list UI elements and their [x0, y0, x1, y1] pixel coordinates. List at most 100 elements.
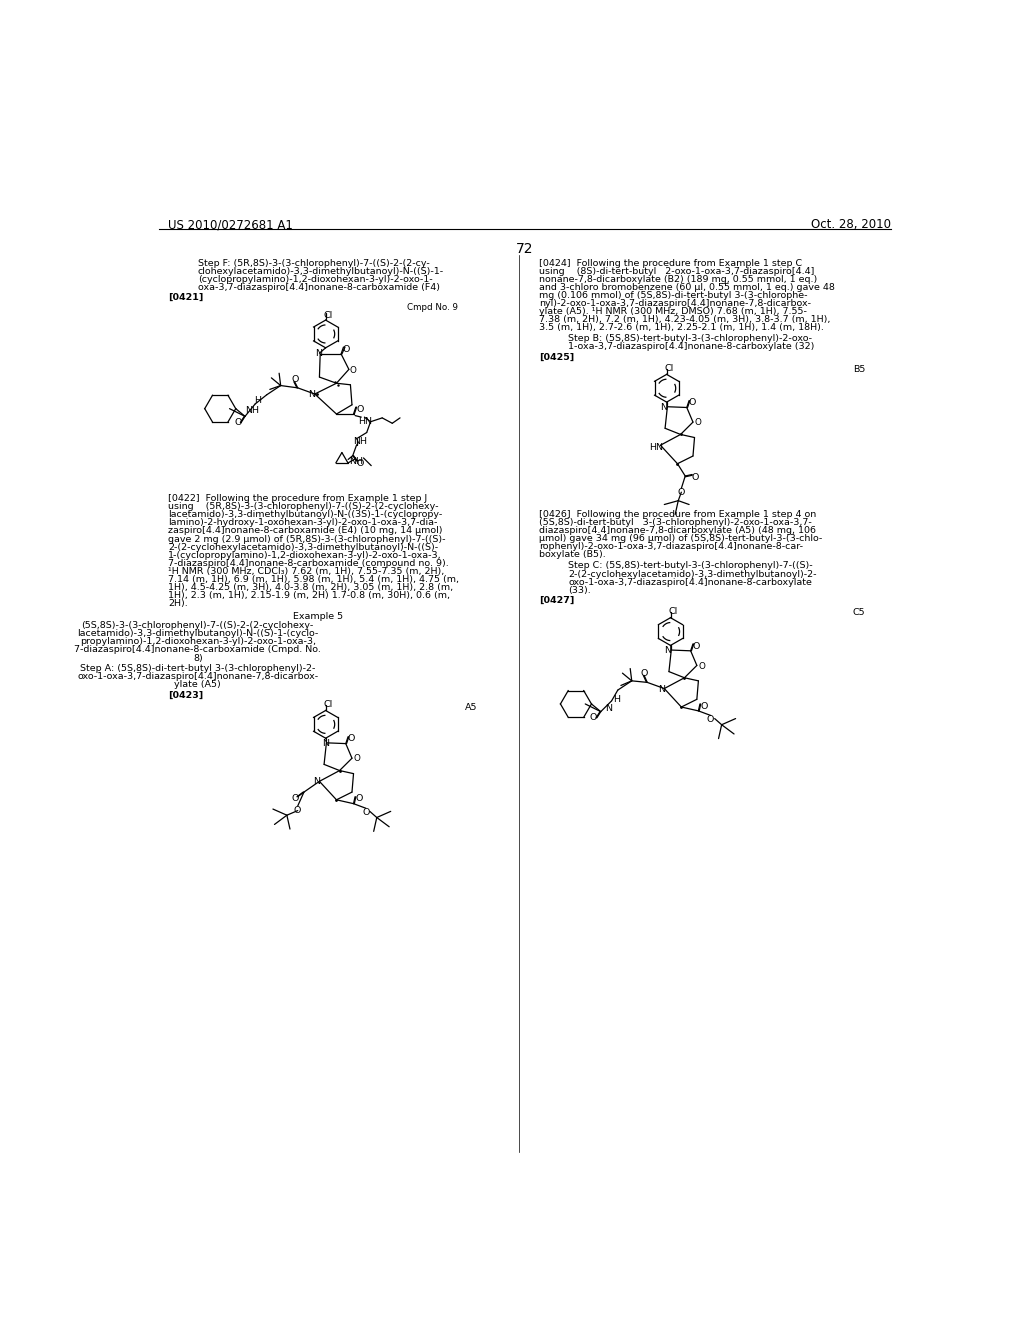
Text: propylamino)-1,2-dioxohexan-3-yl)-2-oxo-1-oxa-3,: propylamino)-1,2-dioxohexan-3-yl)-2-oxo-… [80, 638, 315, 647]
Text: Step B: (5S,8S)-tert-butyl-3-(3-chlorophenyl)-2-oxo-: Step B: (5S,8S)-tert-butyl-3-(3-chloroph… [568, 334, 812, 343]
Text: using    (8S)-di-tert-butyl   2-oxo-1-oxa-3,7-diazaspiro[4.4]: using (8S)-di-tert-butyl 2-oxo-1-oxa-3,7… [539, 267, 814, 276]
Text: Step A: (5S,8S)-di-tert-butyl 3-(3-chlorophenyl)-2-: Step A: (5S,8S)-di-tert-butyl 3-(3-chlor… [80, 664, 315, 673]
Text: O: O [293, 807, 300, 814]
Text: O: O [692, 642, 699, 651]
Text: N: N [313, 777, 321, 787]
Text: (5S,8S)-di-tert-butyl   3-(3-chlorophenyl)-2-oxo-1-oxa-3,7-: (5S,8S)-di-tert-butyl 3-(3-chlorophenyl)… [539, 517, 811, 527]
Text: N: N [658, 685, 666, 694]
Text: N: N [322, 739, 329, 748]
Text: O: O [343, 345, 350, 354]
Text: N: N [605, 704, 612, 713]
Text: [0425]: [0425] [539, 352, 574, 362]
Text: mg (0.106 mmol) of (5S,8S)-di-tert-butyl 3-(3-chlorophe-: mg (0.106 mmol) of (5S,8S)-di-tert-butyl… [539, 290, 807, 300]
Text: O: O [698, 661, 706, 671]
Text: O: O [347, 734, 354, 743]
Text: O: O [349, 366, 356, 375]
Text: 7-diazaspiro[4.4]nonane-8-carboxamide (compound no. 9).: 7-diazaspiro[4.4]nonane-8-carboxamide (c… [168, 558, 450, 568]
Text: diazaspiro[4.4]nonane-7,8-dicarboxylate (A5) (48 mg, 106: diazaspiro[4.4]nonane-7,8-dicarboxylate … [539, 527, 816, 535]
Text: A5: A5 [465, 702, 477, 711]
Text: N: N [665, 647, 672, 655]
Text: B5: B5 [853, 366, 865, 374]
Text: (33).: (33). [568, 586, 591, 595]
Text: O: O [292, 793, 299, 803]
Text: N: N [308, 391, 315, 399]
Text: 1H), 4.5-4.25 (m, 3H), 4.0-3.8 (m, 2H), 3.05 (m, 1H), 2.8 (m,: 1H), 4.5-4.25 (m, 3H), 4.0-3.8 (m, 2H), … [168, 583, 454, 593]
Text: 3.5 (m, 1H), 2.7-2.6 (m, 1H), 2.25-2.1 (m, 1H), 1.4 (m, 18H).: 3.5 (m, 1H), 2.7-2.6 (m, 1H), 2.25-2.1 (… [539, 323, 823, 333]
Text: N: N [660, 403, 668, 412]
Text: O: O [353, 755, 360, 763]
Text: NH: NH [353, 437, 368, 446]
Text: oxo-1-oxa-3,7-diazaspiro[4.4]nonane-7,8-dicarbox-: oxo-1-oxa-3,7-diazaspiro[4.4]nonane-7,8-… [77, 672, 318, 681]
Text: O: O [356, 459, 364, 469]
Text: 2-(2-cyclohexylacetamido)-3,3-dimethylbutanoyl)-N-((S)-: 2-(2-cyclohexylacetamido)-3,3-dimethylbu… [168, 543, 438, 552]
Text: 1-oxa-3,7-diazaspiro[4.4]nonane-8-carboxylate (32): 1-oxa-3,7-diazaspiro[4.4]nonane-8-carbox… [568, 342, 814, 351]
Text: gave 2 mg (2.9 μmol) of (5R,8S)-3-(3-chlorophenyl)-7-((S)-: gave 2 mg (2.9 μmol) of (5R,8S)-3-(3-chl… [168, 535, 445, 544]
Text: O: O [678, 488, 685, 498]
Text: O: O [694, 418, 701, 428]
Text: [0427]: [0427] [539, 597, 574, 605]
Text: (5S,8S)-3-(3-chlorophenyl)-7-((S)-2-(2-cyclohexy-: (5S,8S)-3-(3-chlorophenyl)-7-((S)-2-(2-c… [82, 622, 314, 630]
Text: using    (5R,8S)-3-(3-chlorophenyl)-7-((S)-2-(2-cyclohexy-: using (5R,8S)-3-(3-chlorophenyl)-7-((S)-… [168, 502, 439, 511]
Text: Step C: (5S,8S)-tert-butyl-3-(3-chlorophenyl)-7-((S)-: Step C: (5S,8S)-tert-butyl-3-(3-chloroph… [568, 561, 813, 570]
Text: clohexylacetamido)-3,3-dimethylbutanoyl)-N-((S)-1-: clohexylacetamido)-3,3-dimethylbutanoyl)… [198, 267, 443, 276]
Text: Cl: Cl [665, 363, 674, 372]
Text: O: O [590, 713, 597, 722]
Text: 7.14 (m, 1H), 6.9 (m, 1H), 5.98 (m, 1H), 5.4 (m, 1H), 4.75 (m,: 7.14 (m, 1H), 6.9 (m, 1H), 5.98 (m, 1H),… [168, 576, 460, 583]
Text: [0426]  Following the procedure from Example 1 step 4 on: [0426] Following the procedure from Exam… [539, 510, 816, 519]
Text: 7-diazaspiro[4.4]nonane-8-carboxamide (Cmpd. No.: 7-diazaspiro[4.4]nonane-8-carboxamide (C… [75, 645, 322, 655]
Text: O: O [640, 668, 647, 677]
Text: C5: C5 [853, 609, 865, 618]
Text: 1-(cyclopropylamino)-1,2-dioxohexan-3-yl)-2-oxo-1-oxa-3,: 1-(cyclopropylamino)-1,2-dioxohexan-3-yl… [168, 550, 442, 560]
Text: O: O [362, 808, 370, 817]
Text: Example 5: Example 5 [293, 612, 343, 620]
Text: O: O [707, 715, 715, 725]
Text: oxa-3,7-diazaspiro[4.4]nonane-8-carboxamide (F4): oxa-3,7-diazaspiro[4.4]nonane-8-carboxam… [198, 282, 439, 292]
Text: H: H [254, 396, 261, 405]
Text: ¹H NMR (300 MHz, CDCl₃) 7.62 (m, 1H), 7.55-7.35 (m, 2H),: ¹H NMR (300 MHz, CDCl₃) 7.62 (m, 1H), 7.… [168, 566, 444, 576]
Text: ylate (A5). ¹H NMR (300 MHz, DMSO) 7.68 (m, 1H), 7.55-: ylate (A5). ¹H NMR (300 MHz, DMSO) 7.68 … [539, 308, 807, 315]
Text: O: O [234, 418, 242, 426]
Text: NH: NH [349, 457, 364, 466]
Text: μmol) gave 34 mg (96 μmol) of (5S,8S)-tert-butyl-3-(3-chlo-: μmol) gave 34 mg (96 μmol) of (5S,8S)-te… [539, 535, 822, 543]
Text: [0421]: [0421] [168, 293, 204, 302]
Text: N: N [315, 350, 323, 358]
Text: 1H), 2.3 (m, 1H), 2.15-1.9 (m, 2H) 1.7-0.8 (m, 30H), 0.6 (m,: 1H), 2.3 (m, 1H), 2.15-1.9 (m, 2H) 1.7-0… [168, 591, 451, 601]
Text: (cyclopropylamino)-1,2-dioxohexan-3-yl)-2-oxo-1-: (cyclopropylamino)-1,2-dioxohexan-3-yl)-… [198, 275, 432, 284]
Text: O: O [688, 399, 695, 408]
Text: nonane-7,8-dicarboxylate (B2) (189 mg, 0.55 mmol, 1 eq.): nonane-7,8-dicarboxylate (B2) (189 mg, 0… [539, 275, 817, 284]
Text: 72: 72 [516, 242, 534, 256]
Text: Cl: Cl [324, 700, 333, 709]
Text: [0423]: [0423] [168, 690, 204, 700]
Text: O: O [356, 405, 364, 413]
Text: H: H [613, 694, 621, 704]
Text: zaspiro[4.4]nonane-8-carboxamide (E4) (10 mg, 14 μmol): zaspiro[4.4]nonane-8-carboxamide (E4) (1… [168, 527, 442, 536]
Text: ylate (A5): ylate (A5) [174, 680, 221, 689]
Text: 8): 8) [193, 653, 203, 663]
Text: 2-(2-cyclohexylacetamido)-3,3-dimethylbutanoyl)-2-: 2-(2-cyclohexylacetamido)-3,3-dimethylbu… [568, 570, 817, 578]
Text: boxylate (B5).: boxylate (B5). [539, 550, 605, 560]
Text: lamino)-2-hydroxy-1-oxohexan-3-yl)-2-oxo-1-oxa-3,7-dia-: lamino)-2-hydroxy-1-oxohexan-3-yl)-2-oxo… [168, 519, 437, 528]
Text: Cmpd No. 9: Cmpd No. 9 [407, 304, 458, 312]
Text: [0422]  Following the procedure from Example 1 step J: [0422] Following the procedure from Exam… [168, 494, 428, 503]
Text: US 2010/0272681 A1: US 2010/0272681 A1 [168, 218, 293, 231]
Text: HN: HN [649, 444, 664, 451]
Text: Cl: Cl [324, 312, 333, 319]
Text: and 3-chloro bromobenzene (60 μl, 0.55 mmol, 1 eq.) gave 48: and 3-chloro bromobenzene (60 μl, 0.55 m… [539, 282, 835, 292]
Text: 2H).: 2H). [168, 599, 188, 609]
Text: rophenyl)-2-oxo-1-oxa-3,7-diazaspiro[4.4]nonane-8-car-: rophenyl)-2-oxo-1-oxa-3,7-diazaspiro[4.4… [539, 543, 803, 552]
Text: 7.38 (m, 2H), 7.2 (m, 1H), 4.23-4.05 (m, 3H), 3.8-3.7 (m, 1H),: 7.38 (m, 2H), 7.2 (m, 1H), 4.23-4.05 (m,… [539, 315, 830, 325]
Text: lacetamido)-3,3-dimethylbutanoyl)-N-((S)-1-(cyclo-: lacetamido)-3,3-dimethylbutanoyl)-N-((S)… [77, 630, 318, 639]
Text: HN: HN [358, 417, 372, 426]
Text: O: O [356, 795, 364, 804]
Text: Step F: (5R,8S)-3-(3-chlorophenyl)-7-((S)-2-(2-cy-: Step F: (5R,8S)-3-(3-chlorophenyl)-7-((S… [198, 259, 429, 268]
Text: O: O [292, 375, 299, 384]
Text: O: O [700, 702, 709, 710]
Text: [0424]  Following the procedure from Example 1 step C: [0424] Following the procedure from Exam… [539, 259, 802, 268]
Text: oxo-1-oxa-3,7-diazaspiro[4.4]nonane-8-carboxylate: oxo-1-oxa-3,7-diazaspiro[4.4]nonane-8-ca… [568, 578, 812, 586]
Text: nyl)-2-oxo-1-oxa-3,7-diazaspiro[4.4]nonane-7,8-dicarbox-: nyl)-2-oxo-1-oxa-3,7-diazaspiro[4.4]nona… [539, 298, 811, 308]
Text: Oct. 28, 2010: Oct. 28, 2010 [811, 218, 891, 231]
Text: NH: NH [245, 405, 259, 414]
Text: Cl: Cl [669, 607, 678, 616]
Text: O: O [691, 473, 698, 482]
Text: lacetamido)-3,3-dimethylbutanoyl)-N-((3S)-1-(cyclopropy-: lacetamido)-3,3-dimethylbutanoyl)-N-((3S… [168, 511, 442, 519]
